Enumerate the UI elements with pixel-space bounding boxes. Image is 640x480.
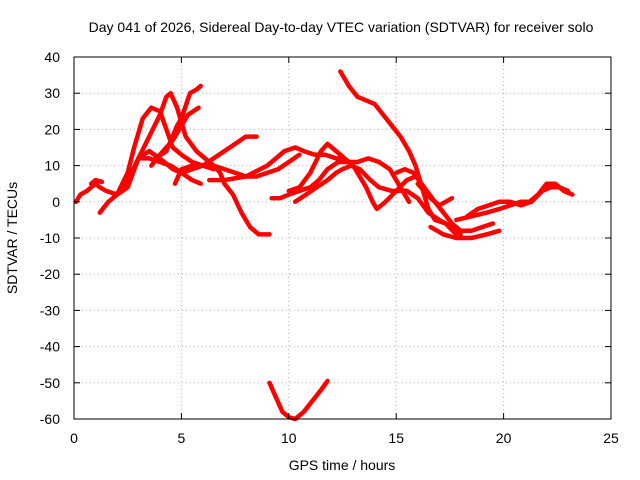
series-line-arc-14 xyxy=(393,166,496,234)
series-line-arc-15 xyxy=(415,181,455,208)
x-tick-label: 0 xyxy=(70,430,78,446)
series-line-arc-10 xyxy=(269,156,412,205)
y-tick-label: -40 xyxy=(40,339,60,355)
series-line-arc-5 xyxy=(136,90,272,237)
series-line-arc-13 xyxy=(338,69,459,237)
series-line-arc-9 xyxy=(207,145,345,183)
series-line-arc-16 xyxy=(428,224,502,241)
y-tick-label: 30 xyxy=(44,85,60,101)
y-tick-label: 20 xyxy=(44,121,60,137)
x-tick-label: 20 xyxy=(496,430,512,446)
y-axis-label: SDTVAR / TECUs xyxy=(4,182,20,294)
grid xyxy=(74,57,611,419)
x-tick-label: 15 xyxy=(388,430,404,446)
y-tick-label: -20 xyxy=(40,266,60,282)
tick-labels: 0 5 10 15 20 25 -60 -50 -40 -30 -20 -10 0 10 20 30 40 xyxy=(40,49,619,446)
x-tick-label: 5 xyxy=(178,430,186,446)
ticks xyxy=(73,56,612,420)
series-line-arc-4 xyxy=(114,105,216,197)
x-tick-label: 25 xyxy=(603,430,619,446)
y-tick-label: 0 xyxy=(52,194,60,210)
x-axis-label: GPS time / hours xyxy=(289,457,396,473)
y-tick-label: -10 xyxy=(40,230,60,246)
y-tick-label: -60 xyxy=(40,411,60,427)
y-tick-label: -50 xyxy=(40,375,60,391)
x-tick-label: 10 xyxy=(281,430,297,446)
series-line-arc-7 xyxy=(153,83,203,161)
chart-title: Day 041 of 2026, Sidereal Day-to-day VTE… xyxy=(89,19,594,35)
series-line-arc-8 xyxy=(172,134,259,186)
y-tick-label: -30 xyxy=(40,302,60,318)
series-group xyxy=(73,69,575,422)
series-line-arc-19 xyxy=(267,378,330,422)
series-line-arc-2 xyxy=(88,177,105,186)
series-line-arc-18 xyxy=(464,185,571,219)
series-line-arc-11 xyxy=(286,141,418,212)
y-tick-label: 40 xyxy=(44,49,60,65)
y-tick-label: 10 xyxy=(44,158,60,174)
